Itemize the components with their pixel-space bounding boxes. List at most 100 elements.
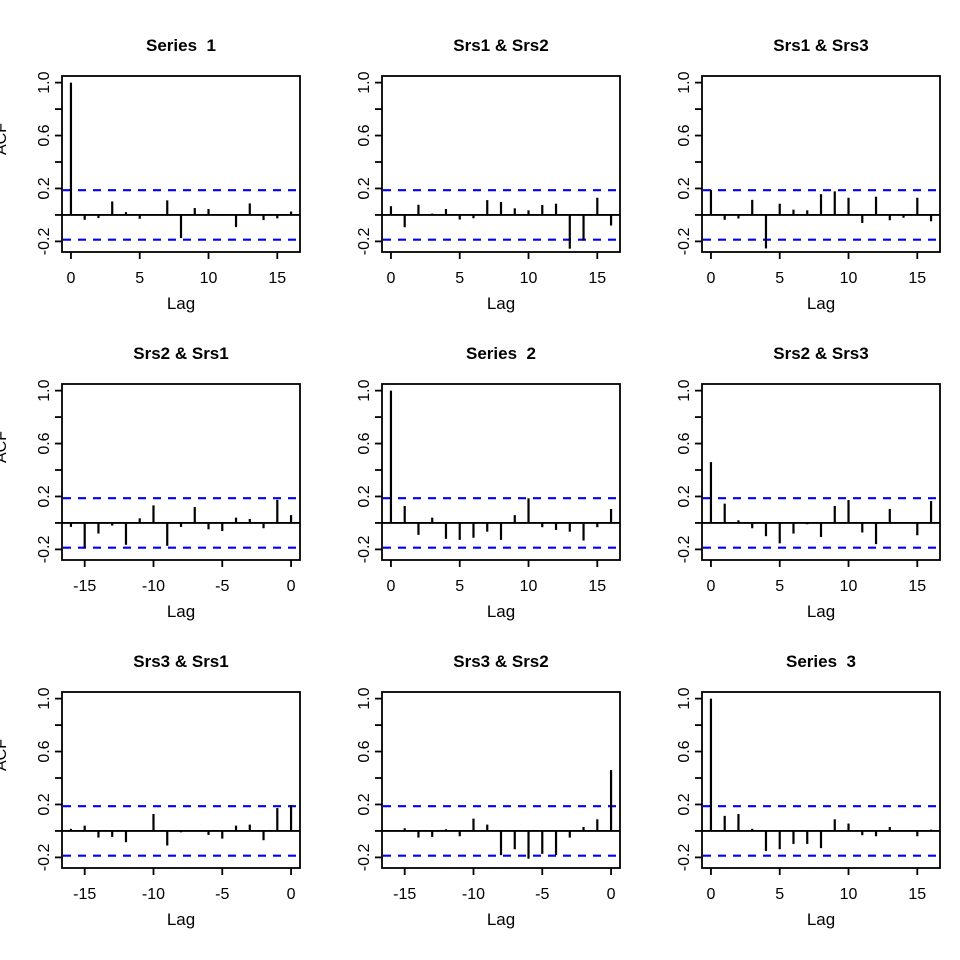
- y-tick-label: 0.6: [676, 432, 693, 454]
- y-tick-label: -0.2: [356, 844, 373, 872]
- x-tick-label: -5: [535, 886, 549, 903]
- panel-title: Srs2 & Srs3: [773, 344, 868, 363]
- x-tick-label: -10: [142, 578, 165, 595]
- acf-panel-srs3-srs1: Srs3 & Srs1 -0.2 0.2 0.6 1.0 -15 -10 -5 0 Lag ACF: [0, 630, 320, 938]
- acf-panel-srs1-srs2: Srs1 & Srs2 -0.2 0.2 0.6 1.0 0 5 10 15 Lag: [320, 14, 640, 322]
- y-tick-label: 0.6: [36, 124, 53, 146]
- x-tick-label: 10: [840, 886, 858, 903]
- plot-box: [61, 691, 301, 869]
- x-axis-label: Lag: [807, 294, 835, 313]
- y-tick-label: 0.2: [36, 793, 53, 815]
- panel-title: Srs1 & Srs3: [773, 36, 868, 55]
- y-tick-label: 0.2: [676, 793, 693, 815]
- x-tick-label: 15: [588, 578, 606, 595]
- acf-panel-srs3-srs2: Srs3 & Srs2 -0.2 0.2 0.6 1.0 -15 -10 -5 0 Lag: [320, 630, 640, 938]
- x-tick-label: 5: [455, 270, 464, 287]
- y-axis-label: ACF: [0, 123, 10, 155]
- panel-title: Series 3: [786, 652, 856, 671]
- y-tick-label: 1.0: [676, 71, 693, 93]
- acf-panel-series1: Series 1 -0.2 0.2 0.6 1.0 0 5 10 15 Lag ACF: [0, 14, 320, 322]
- x-tick-label: -10: [462, 886, 485, 903]
- panel-title: Srs3 & Srs2: [453, 652, 548, 671]
- x-axis-label: Lag: [487, 294, 515, 313]
- y-tick-label: 0.6: [36, 432, 53, 454]
- plot-box: [381, 383, 621, 561]
- y-tick-label: 0.2: [676, 485, 693, 507]
- acf-plot-svg: Srs1 & Srs2 -0.2 0.2 0.6 1.0 0 5 10 15 Lag: [356, 36, 621, 313]
- plot-box: [701, 75, 941, 253]
- x-axis-label: Lag: [487, 602, 515, 621]
- x-axis-label: Lag: [807, 910, 835, 929]
- x-tick-label: -15: [73, 578, 96, 595]
- acf-plot-svg: Series 3 -0.2 0.2 0.6 1.0 0 5 10 15 Lag: [676, 652, 941, 929]
- x-tick-label: -15: [393, 886, 416, 903]
- acf-plot-svg: Series 2 -0.2 0.2 0.6 1.0 0 5 10 15 Lag: [356, 344, 621, 621]
- y-tick-label: -0.2: [676, 844, 693, 872]
- x-tick-label: 5: [135, 270, 144, 287]
- y-tick-label: -0.2: [36, 536, 53, 564]
- x-axis-label: Lag: [167, 294, 195, 313]
- y-tick-label: 1.0: [356, 379, 373, 401]
- y-axis-label: ACF: [0, 431, 10, 463]
- acf-plot-svg: Srs2 & Srs1 -0.2 0.2 0.6 1.0 -15 -10 -5 0 Lag ACF: [0, 344, 301, 621]
- y-tick-label: 0.2: [356, 485, 373, 507]
- x-tick-label: 15: [908, 886, 926, 903]
- x-tick-label: 10: [840, 578, 858, 595]
- acf-plot-svg: Series 1 -0.2 0.2 0.6 1.0 0 5 10 15 Lag ACF: [0, 36, 301, 313]
- x-tick-label: 5: [775, 578, 784, 595]
- y-tick-label: -0.2: [36, 844, 53, 872]
- y-tick-label: 0.6: [676, 124, 693, 146]
- x-axis-label: Lag: [807, 602, 835, 621]
- y-tick-label: 0.2: [676, 177, 693, 199]
- x-tick-label: 0: [386, 578, 395, 595]
- panel-title: Srs1 & Srs2: [453, 36, 548, 55]
- x-tick-label: 5: [455, 578, 464, 595]
- x-tick-label: 5: [775, 270, 784, 287]
- plot-box: [61, 75, 301, 253]
- plot-box: [61, 383, 301, 561]
- y-tick-label: -0.2: [36, 228, 53, 256]
- y-tick-label: 0.2: [36, 177, 53, 199]
- x-tick-label: 10: [840, 270, 858, 287]
- x-tick-label: -5: [215, 886, 229, 903]
- x-tick-label: 15: [588, 270, 606, 287]
- x-tick-label: 15: [908, 270, 926, 287]
- plot-box: [701, 691, 941, 869]
- y-tick-label: -0.2: [356, 536, 373, 564]
- y-tick-label: -0.2: [356, 228, 373, 256]
- x-tick-label: 10: [520, 578, 538, 595]
- y-tick-label: 1.0: [676, 687, 693, 709]
- panel-title: Srs2 & Srs1: [133, 344, 228, 363]
- y-tick-label: 0.6: [356, 740, 373, 762]
- x-axis-label: Lag: [167, 602, 195, 621]
- x-tick-label: 0: [706, 886, 715, 903]
- y-tick-label: 0.6: [676, 740, 693, 762]
- acf-panel-series2: Series 2 -0.2 0.2 0.6 1.0 0 5 10 15 Lag: [320, 322, 640, 630]
- plot-box: [381, 691, 621, 869]
- y-tick-label: -0.2: [676, 536, 693, 564]
- acf-panel-srs2-srs3: Srs2 & Srs3 -0.2 0.2 0.6 1.0 0 5 10 15 Lag: [640, 322, 960, 630]
- y-tick-label: 0.2: [356, 793, 373, 815]
- y-tick-label: 1.0: [36, 687, 53, 709]
- x-tick-label: 0: [287, 578, 296, 595]
- x-tick-label: 0: [66, 270, 75, 287]
- x-tick-label: -5: [215, 578, 229, 595]
- acf-plot-svg: Srs3 & Srs2 -0.2 0.2 0.6 1.0 -15 -10 -5 0 Lag: [356, 652, 621, 929]
- y-tick-label: 0.6: [356, 432, 373, 454]
- y-tick-label: 0.6: [36, 740, 53, 762]
- x-tick-label: 15: [268, 270, 286, 287]
- x-tick-label: 0: [607, 886, 616, 903]
- x-tick-label: 10: [520, 270, 538, 287]
- x-tick-label: 5: [775, 886, 784, 903]
- x-tick-label: -15: [73, 886, 96, 903]
- y-axis-label: ACF: [0, 739, 10, 771]
- x-tick-label: -10: [142, 886, 165, 903]
- acf-panel-srs1-srs3: Srs1 & Srs3 -0.2 0.2 0.6 1.0 0 5 10 15 Lag: [640, 14, 960, 322]
- acf-panel-srs2-srs1: Srs2 & Srs1 -0.2 0.2 0.6 1.0 -15 -10 -5 0 Lag ACF: [0, 322, 320, 630]
- acf-plot-svg: Srs3 & Srs1 -0.2 0.2 0.6 1.0 -15 -10 -5 0 Lag ACF: [0, 652, 301, 929]
- acf-panel-series3: Series 3 -0.2 0.2 0.6 1.0 0 5 10 15 Lag: [640, 630, 960, 938]
- y-tick-label: 1.0: [356, 71, 373, 93]
- x-tick-label: 0: [706, 270, 715, 287]
- x-tick-label: 0: [287, 886, 296, 903]
- panel-title: Series 2: [466, 344, 536, 363]
